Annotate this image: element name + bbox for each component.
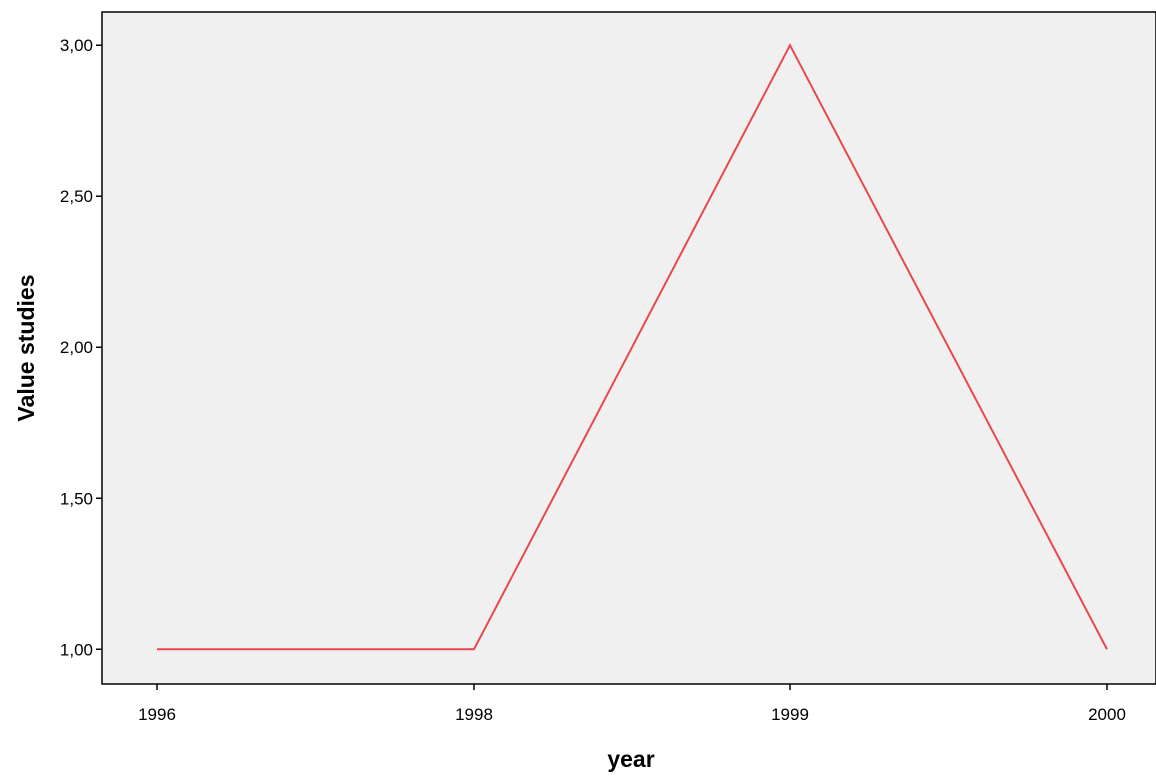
- plot-area: [101, 11, 1156, 685]
- y-tick-label: 3,00: [60, 36, 93, 55]
- y-axis-title: Value studies: [13, 274, 39, 421]
- y-tick-label: 2,00: [60, 338, 93, 357]
- x-tick-label: 1996: [138, 705, 176, 724]
- x-axis-ticks: 1996 1998 1999 2000: [138, 684, 1126, 724]
- x-tick-label: 1998: [455, 705, 493, 724]
- y-tick-label: 1,50: [60, 489, 93, 508]
- y-tick-label: 1,00: [60, 640, 93, 659]
- x-axis-title: year: [607, 746, 654, 772]
- y-tick-label: 2,50: [60, 187, 93, 206]
- x-tick-label: 2000: [1088, 705, 1126, 724]
- x-tick-label: 1999: [771, 705, 809, 724]
- y-axis-ticks: 1,00 1,50 2,00 2,50 3,00: [60, 36, 102, 659]
- series-line: [157, 43, 1108, 651]
